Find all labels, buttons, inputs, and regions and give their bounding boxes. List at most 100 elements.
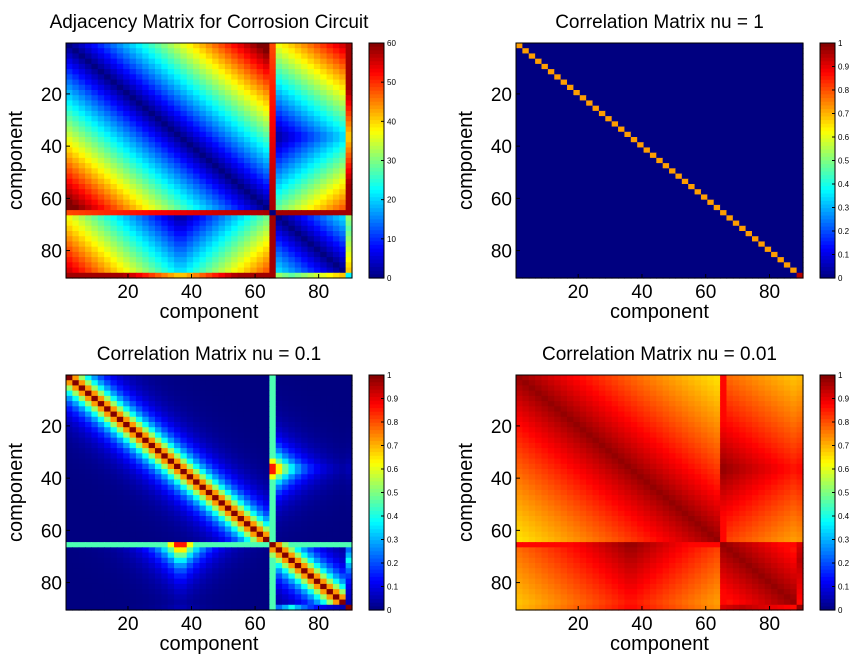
heatmap-cell (275, 105, 283, 112)
heatmap-cell (288, 189, 296, 196)
heatmap-cell (205, 137, 213, 143)
heatmap-cell (573, 257, 581, 263)
heatmap-cell (586, 157, 594, 164)
heatmap-cell (85, 147, 93, 154)
heatmap-cell (72, 262, 80, 269)
heatmap-cell (167, 448, 175, 454)
heatmap-cell (256, 395, 264, 402)
heatmap-cell (275, 380, 283, 387)
heatmap-cell (288, 442, 296, 449)
heatmap-cell (97, 380, 105, 387)
heatmap-cell (243, 427, 251, 434)
heatmap-cell (97, 58, 105, 65)
heatmap-cell (630, 90, 638, 96)
heatmap-cell (135, 458, 143, 465)
heatmap-cell (579, 163, 587, 169)
heatmap-cell (218, 100, 226, 107)
heatmap-cell (66, 458, 73, 465)
heatmap-cell (624, 178, 632, 185)
heatmap-cell (66, 401, 73, 407)
heatmap-cell (649, 173, 657, 180)
heatmap-cell (301, 84, 309, 91)
heatmap-cell (618, 241, 626, 248)
heatmap-cell (669, 236, 677, 243)
heatmap-cell (547, 178, 555, 185)
colorbar-band (369, 175, 384, 180)
heatmap-cell (649, 63, 657, 70)
heatmap-cell (547, 79, 555, 86)
heatmap-cell (547, 225, 555, 232)
heatmap-cell (104, 105, 112, 112)
heatmap-cell (726, 147, 734, 154)
heatmap-cell (123, 178, 131, 185)
heatmap-cell (104, 84, 112, 91)
heatmap-cell (154, 448, 162, 454)
heatmap-cell (205, 74, 213, 81)
heatmap-cell (142, 90, 150, 96)
heatmap-cell (66, 178, 73, 185)
heatmap-cell (301, 453, 309, 460)
heatmap-cell (104, 390, 112, 397)
heatmap-cell (720, 257, 728, 263)
colorbar-band (820, 255, 835, 261)
heatmap-cell (104, 453, 112, 460)
heatmap-cell (579, 43, 587, 49)
heatmap-cell (66, 84, 73, 91)
heatmap-cell (345, 427, 353, 434)
heatmap-cell (307, 63, 315, 70)
heatmap-cell (243, 168, 251, 175)
heatmap-cell (688, 236, 696, 243)
heatmap-cell (567, 204, 574, 211)
heatmap-cell (288, 422, 296, 428)
plot-frame (515, 42, 804, 279)
heatmap-cell (282, 178, 290, 185)
heatmap-cell (777, 246, 785, 253)
heatmap-cell (796, 215, 804, 222)
heatmap-cell (573, 157, 581, 164)
heatmap-cell (72, 442, 80, 449)
heatmap-cell (681, 257, 689, 263)
heatmap-cell (237, 416, 245, 423)
heatmap-cell (339, 236, 347, 243)
heatmap-cell (154, 69, 162, 75)
heatmap-cell (313, 131, 321, 138)
heatmap-cell (332, 442, 340, 449)
heatmap-cell (707, 262, 715, 269)
heatmap-cell (282, 215, 290, 222)
heatmap-cell (790, 43, 798, 49)
heatmap-cell (224, 116, 232, 122)
heatmap-cell (256, 220, 264, 227)
heatmap-cell (771, 173, 779, 180)
heatmap-cell (516, 210, 523, 216)
heatmap-cell (720, 163, 728, 169)
heatmap-cell (326, 116, 334, 122)
heatmap-cell (726, 95, 734, 102)
heatmap-cell (288, 105, 296, 112)
heatmap-cell (243, 43, 251, 49)
heatmap-cell (586, 53, 594, 60)
heatmap-cell (294, 262, 302, 269)
heatmap-cell (598, 262, 606, 269)
heatmap-cell (301, 90, 309, 96)
heatmap-cell (199, 448, 207, 454)
heatmap-cell (91, 110, 99, 117)
heatmap-cell (554, 173, 562, 180)
heatmap-cell (707, 79, 715, 86)
heatmap-cell (199, 375, 207, 381)
heatmap-cell (199, 385, 207, 392)
colorbar-band (369, 189, 384, 195)
heatmap-cell (560, 231, 568, 237)
heatmap-cell (656, 69, 664, 75)
heatmap-cell (129, 406, 137, 413)
heatmap-cell (288, 84, 296, 91)
heatmap-cell (205, 142, 213, 149)
heatmap-cell (250, 178, 258, 185)
heatmap-cell (231, 210, 239, 216)
heatmap-cell (263, 84, 270, 91)
heatmap-cell (669, 69, 677, 75)
heatmap-cell (212, 448, 220, 454)
heatmap-cell (294, 390, 302, 397)
heatmap-cell (110, 442, 118, 449)
heatmap-cell (598, 272, 606, 279)
heatmap-cell (193, 215, 201, 222)
